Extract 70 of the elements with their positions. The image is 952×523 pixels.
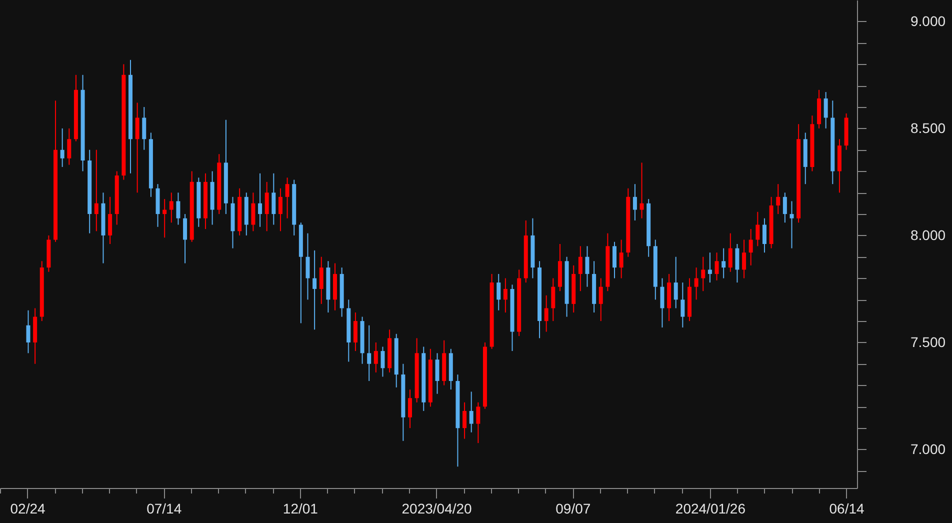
y-tick-label: 8.000	[910, 226, 946, 243]
x-tick-label: 02/24	[10, 500, 46, 516]
candlestick	[312, 250, 317, 330]
candlestick	[319, 256, 324, 304]
candlestick	[640, 162, 644, 219]
x-tick-label: 09/07	[556, 500, 591, 516]
candlestick	[674, 256, 678, 309]
candlestick	[762, 218, 766, 254]
candlestick	[176, 192, 180, 226]
candlestick	[742, 239, 746, 279]
candlestick	[776, 184, 780, 215]
candlestick	[258, 172, 262, 228]
candlestick	[578, 246, 582, 292]
candlestick	[476, 402, 480, 444]
candlestick	[680, 282, 685, 328]
candlestick	[612, 241, 617, 279]
candlestick	[162, 198, 167, 238]
candlestick	[544, 294, 548, 332]
y-tick-label: 7.000	[910, 440, 946, 457]
candlestick	[701, 256, 706, 292]
candlestick	[285, 177, 290, 219]
candlestick	[496, 273, 501, 311]
candlestick	[748, 228, 753, 266]
candlestick	[278, 188, 282, 232]
candlestick	[790, 200, 794, 249]
candlestick	[67, 128, 72, 166]
candlestick	[585, 246, 590, 288]
candlestick	[26, 310, 30, 354]
candlestick	[782, 192, 787, 224]
candlestick	[353, 312, 358, 352]
candlestick	[503, 278, 508, 313]
x-tick-label: 12/01	[282, 500, 318, 516]
candlestick	[694, 267, 698, 300]
y-tick-label: 8.500	[910, 120, 946, 136]
candlestick	[367, 324, 372, 382]
x-tick-label: 07/14	[146, 500, 182, 516]
candlestick	[708, 252, 712, 284]
candlestick	[824, 92, 828, 129]
candlestick	[462, 402, 467, 440]
candlestick	[714, 252, 719, 281]
candlestick	[380, 346, 385, 378]
candlestick	[660, 278, 664, 328]
x-tick-label: 2023/04/20	[402, 500, 472, 516]
y-tick-label: 9.000	[910, 12, 946, 29]
candlestick	[94, 149, 98, 232]
candlestick	[60, 128, 64, 168]
candlestick	[435, 352, 440, 394]
y-tick-label: 7.500	[910, 334, 946, 350]
candlestick	[374, 342, 378, 373]
candlestick	[264, 181, 269, 232]
candlestick	[632, 184, 637, 221]
candlestick	[408, 389, 412, 429]
candlestick	[598, 278, 603, 322]
x-tick-label: 2024/01/26	[675, 500, 746, 516]
candlestick	[135, 102, 140, 194]
candlestick	[722, 248, 726, 279]
candlestick	[469, 391, 474, 433]
candlestick	[272, 172, 276, 226]
candlestick	[756, 211, 760, 247]
candlestick	[728, 232, 732, 272]
x-tick-label: 06/14	[829, 500, 865, 516]
candlestick	[551, 278, 556, 322]
candlestick	[169, 192, 174, 224]
candlestick	[183, 214, 188, 264]
candlestick	[735, 244, 740, 284]
candlestick	[108, 196, 112, 244]
candlestick	[142, 106, 146, 150]
candlestick	[619, 239, 624, 279]
candlestick	[251, 192, 256, 232]
candlestick	[306, 232, 310, 300]
